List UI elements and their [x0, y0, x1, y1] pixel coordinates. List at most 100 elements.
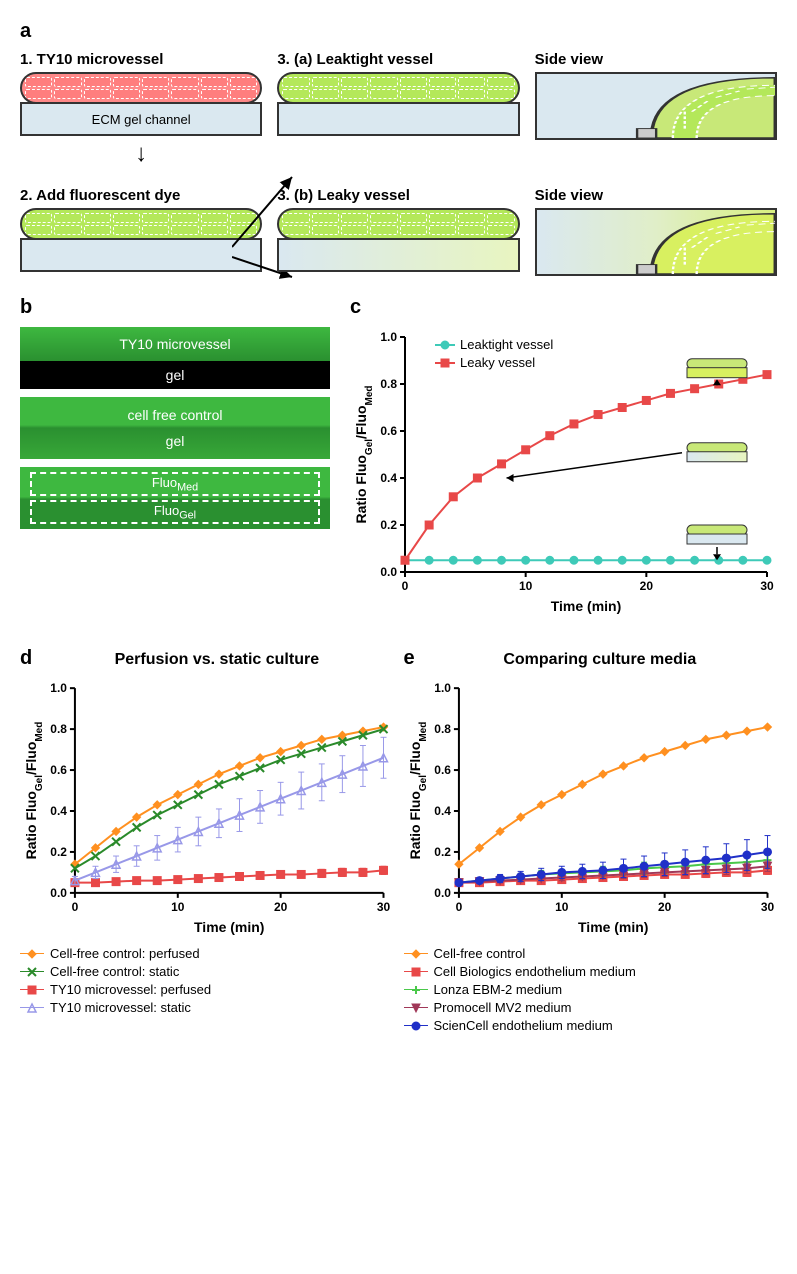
fluo-region-med: FluoMed	[30, 472, 320, 496]
fluo-image-cellfree: cell free control gel	[20, 397, 330, 459]
svg-text:0: 0	[402, 579, 409, 593]
step1-title: 1. TY10 microvessel	[20, 51, 262, 68]
legend-text: ScienCell endothelium medium	[434, 1018, 613, 1033]
step2-schematic: 2. Add fluorescent dye	[20, 187, 262, 272]
legend-text: Cell-free control	[434, 946, 526, 961]
step3b-sideview: Side view	[535, 187, 777, 276]
legend-e: Cell-free control Cell Biologics endothel…	[404, 946, 778, 1033]
svg-text:Leaktight vessel: Leaktight vessel	[460, 337, 553, 352]
figure: a 1. TY10 microvessel ECM gel channel ↓ …	[0, 0, 797, 1056]
step3a-sideview: Side view	[535, 51, 777, 140]
chart-c: 0.00.20.40.60.81.00102030Ratio FluoGel/F…	[350, 327, 777, 617]
legend-item: Promocell MV2 medium	[404, 1000, 778, 1015]
legend-text: Promocell MV2 medium	[434, 1000, 572, 1015]
panel-d-label: d	[20, 647, 32, 670]
svg-text:0.2: 0.2	[380, 518, 397, 532]
panel-d: d Perfusion vs. static culture 0.0 0.2 0.4…	[20, 647, 394, 1036]
svg-text:10: 10	[555, 900, 569, 914]
panel-a-label: a	[20, 20, 777, 43]
panel-e-label: e	[404, 647, 415, 670]
legend-item: Cell-free control	[404, 946, 778, 961]
step3b-title: 3. (b) Leaky vessel	[277, 187, 519, 204]
step3a-title: 3. (a) Leaktight vessel	[277, 51, 519, 68]
legend-item: Cell-free control: perfused	[20, 946, 394, 961]
step3a-vessel	[277, 72, 519, 104]
arrow-down-icon: ↓	[20, 140, 262, 168]
svg-text:0.8: 0.8	[434, 722, 451, 736]
svg-text:Time (min): Time (min)	[194, 919, 264, 935]
fluo-tight-gel-label: gel	[20, 361, 330, 389]
step1-schematic: 1. TY10 microvessel ECM gel channel ↓	[20, 51, 262, 172]
side-view-b	[535, 208, 777, 276]
step3a-ecm	[277, 102, 519, 136]
svg-text:0.6: 0.6	[50, 763, 67, 777]
svg-text:0.2: 0.2	[434, 845, 451, 859]
fluo-image-tight: TY10 microvessel gel	[20, 327, 330, 389]
step3b-vessel	[277, 208, 519, 240]
svg-text:Ratio FluoGel/FluoMed: Ratio FluoGel/FluoMed	[353, 386, 375, 524]
svg-text:Time (min): Time (min)	[551, 598, 622, 614]
legend-d: Cell-free control: perfused Cell-free con…	[20, 946, 394, 1015]
legend-text: Cell-free control: static	[50, 964, 179, 979]
svg-text:0.8: 0.8	[50, 722, 67, 736]
svg-text:20: 20	[274, 900, 288, 914]
step3b-side-title: Side view	[535, 187, 777, 204]
svg-text:0.0: 0.0	[380, 565, 397, 579]
legend-item: ScienCell endothelium medium	[404, 1018, 778, 1033]
panel-b-label: b	[20, 296, 330, 319]
chart-d: 0.0 0.2 0.4 0.6 0.8 1.0 0 10 20 30 Ratio FluoGel/F…	[20, 678, 394, 938]
svg-text:0.0: 0.0	[434, 886, 451, 900]
svg-text:30: 30	[760, 579, 774, 593]
svg-text:1.0: 1.0	[380, 330, 397, 344]
step2-title: 2. Add fluorescent dye	[20, 187, 262, 204]
fluo-tight-vessel-label: TY10 microvessel	[20, 327, 330, 361]
fluo-image-regions: FluoMed FluoGel	[20, 467, 330, 529]
legend-item: TY10 microvessel: perfused	[20, 982, 394, 997]
svg-text:0.2: 0.2	[50, 845, 67, 859]
svg-text:0.0: 0.0	[50, 886, 67, 900]
svg-text:10: 10	[519, 579, 533, 593]
panel-a: a 1. TY10 microvessel ECM gel channel ↓ …	[20, 20, 777, 276]
svg-text:20: 20	[657, 900, 671, 914]
svg-text:0.4: 0.4	[434, 804, 451, 818]
svg-text:20: 20	[640, 579, 654, 593]
fluo-cellfree-label: cell free control	[20, 407, 330, 423]
step2-vessel	[20, 208, 262, 240]
fluo-region-gel: FluoGel	[30, 500, 320, 524]
step2-ecm	[20, 238, 262, 272]
svg-text:0.6: 0.6	[434, 763, 451, 777]
svg-text:0.4: 0.4	[50, 804, 67, 818]
fluo-cellfree-gel-label: gel	[20, 433, 330, 449]
panel-e-title: Comparing culture media	[423, 651, 777, 669]
panel-d-title: Perfusion vs. static culture	[40, 651, 393, 669]
side-view-a	[535, 72, 777, 140]
step3b-schematic: 3. (b) Leaky vessel	[277, 187, 519, 272]
chart-e: 0.00.20.40.60.81.00102030Ratio FluoGel/F…	[404, 678, 778, 938]
panel-c: c 0.00.20.40.60.81.00102030Ratio FluoGel…	[350, 296, 777, 617]
svg-text:Ratio FluoGel/FluoMed: Ratio FluoGel/FluoMed	[406, 722, 428, 860]
svg-text:30: 30	[377, 900, 391, 914]
panel-c-label: c	[350, 296, 777, 319]
legend-item: Cell Biologics endothelium medium	[404, 964, 778, 979]
svg-text:30: 30	[760, 900, 774, 914]
svg-text:Ratio FluoGel/FluoMed: Ratio FluoGel/FluoMed	[23, 722, 44, 860]
legend-item: Lonza EBM-2 medium	[404, 982, 778, 997]
legend-text: Cell-free control: perfused	[50, 946, 200, 961]
panel-e: e Comparing culture media 0.0 0.2 0.4 0.6 0.…	[404, 647, 778, 1036]
step3a-schematic: 3. (a) Leaktight vessel	[277, 51, 519, 136]
svg-text:Time (min): Time (min)	[578, 919, 648, 935]
svg-text:0.4: 0.4	[380, 471, 397, 485]
legend-text: TY10 microvessel: perfused	[50, 982, 211, 997]
legend-text: Lonza EBM-2 medium	[434, 982, 563, 997]
svg-text:0: 0	[72, 900, 79, 914]
step3b-ecm	[277, 238, 519, 272]
legend-item: Cell-free control: static	[20, 964, 394, 979]
svg-text:10: 10	[171, 900, 185, 914]
step1-vessel	[20, 72, 262, 104]
legend-text: Cell Biologics endothelium medium	[434, 964, 636, 979]
svg-text:1.0: 1.0	[434, 681, 451, 695]
svg-text:1.0: 1.0	[50, 681, 67, 695]
svg-text:0.6: 0.6	[380, 424, 397, 438]
step1-ecm: ECM gel channel	[20, 102, 262, 136]
panel-b: b TY10 microvessel gel cell free control…	[20, 296, 330, 529]
